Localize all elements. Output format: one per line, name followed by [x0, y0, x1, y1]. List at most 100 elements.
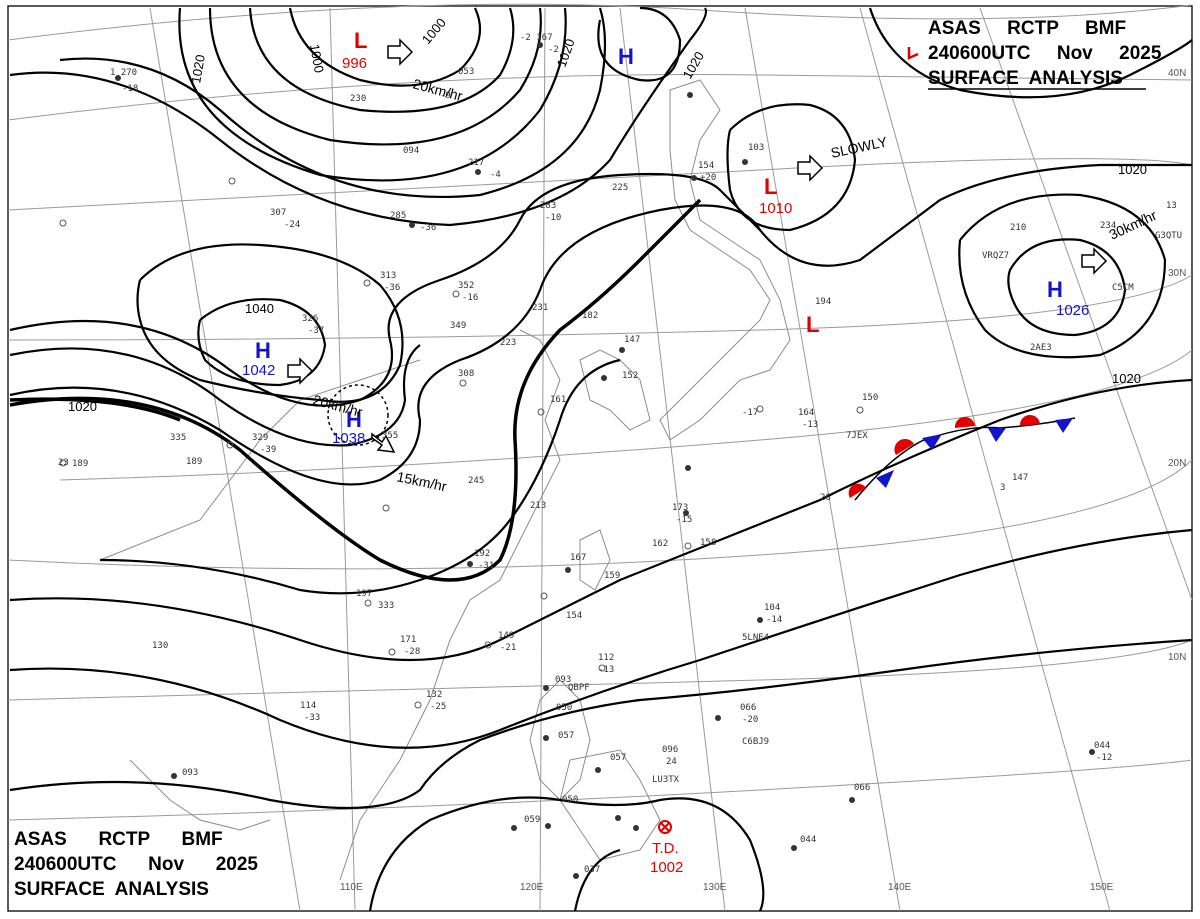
high-marker: H	[1047, 277, 1063, 302]
high-1038-circle	[327, 384, 389, 446]
svg-text:326: 326	[302, 314, 318, 324]
svg-text:217: 217	[468, 158, 484, 168]
lon-line-140	[744, 7, 901, 912]
warm-front-symbol	[1019, 414, 1040, 426]
lon-label: 140E	[888, 882, 912, 893]
svg-text:103: 103	[748, 143, 764, 153]
lat-line-25	[59, 349, 1193, 481]
isobar-1010-south	[9, 638, 1193, 810]
lon-line-130	[619, 7, 726, 912]
svg-text:-13: -13	[598, 665, 614, 675]
high-pressure: 1038	[332, 430, 365, 447]
svg-text:2AE3: 2AE3	[1030, 343, 1052, 353]
cold-front-symbol	[1055, 418, 1073, 433]
svg-text:189: 189	[186, 457, 202, 467]
svg-text:-28: -28	[404, 647, 420, 657]
lon-label: 130E	[703, 882, 727, 893]
station-markers	[115, 42, 1095, 879]
svg-text:173: 173	[672, 503, 688, 513]
svg-text:1 270: 1 270	[110, 68, 137, 78]
svg-text:192: 192	[474, 549, 490, 559]
lat-line-45	[7, 3, 1193, 41]
svg-text:245: 245	[468, 476, 484, 486]
isobar-1004	[208, 7, 542, 146]
river-1	[99, 359, 421, 561]
low-pressure: 1010	[759, 200, 792, 217]
cold-front-symbol	[922, 434, 942, 450]
svg-text:283: 283	[540, 201, 556, 211]
isobar-1016-ne	[868, 7, 1193, 99]
isobar-label: 1020	[1112, 371, 1141, 386]
svg-text:093: 093	[182, 768, 198, 778]
isobar-1016	[9, 7, 708, 227]
isobar-1020-east	[958, 193, 1167, 359]
svg-text:066: 066	[854, 783, 870, 793]
lat-line-20	[7, 459, 1193, 570]
svg-text:-14: -14	[766, 615, 782, 625]
svg-text:285: 285	[390, 211, 406, 221]
china-coast	[339, 329, 561, 881]
svg-text:050: 050	[556, 703, 572, 713]
isobars	[9, 6, 1193, 912]
isobar-1024	[9, 172, 761, 407]
svg-text:104: 104	[764, 603, 780, 613]
svg-text:213: 213	[530, 501, 546, 511]
stationary-front	[848, 414, 1076, 501]
motion-label: 30km/hr	[1107, 207, 1160, 243]
svg-text:154: 154	[566, 611, 582, 621]
svg-text:C6BJ9: C6BJ9	[742, 737, 769, 747]
svg-text:23: 23	[58, 458, 69, 468]
svg-text:-36: -36	[384, 283, 400, 293]
isobar-1012-south	[9, 528, 1193, 749]
coastlines	[99, 79, 791, 881]
svg-text:-33: -33	[304, 713, 320, 723]
isobar-label: 1020	[68, 399, 97, 414]
isobar-1020-west	[9, 397, 181, 422]
svg-text:-31: -31	[478, 561, 494, 571]
svg-text:352: 352	[458, 281, 474, 291]
low-pressure: 996	[342, 55, 367, 72]
svg-text:154: 154	[698, 161, 714, 171]
svg-text:130: 130	[152, 641, 168, 651]
taiwan-coast	[579, 529, 611, 591]
svg-text:349: 349	[450, 321, 466, 331]
low-marker: L	[806, 312, 819, 337]
station-rings	[59, 177, 864, 709]
warm-front-symbol	[894, 438, 914, 455]
lat-line-5	[7, 759, 1193, 821]
svg-text:-25: -25	[430, 702, 446, 712]
cold-front-symbol	[988, 428, 1006, 442]
svg-text:132: 132	[426, 690, 442, 700]
isobar-label: 1020	[1118, 162, 1147, 177]
arrow-low-1010	[797, 154, 824, 182]
motion-label: SLOWLY	[829, 133, 889, 161]
svg-text:225: 225	[612, 183, 628, 193]
arrow-high-1038	[371, 432, 396, 453]
svg-text:159: 159	[604, 571, 620, 581]
header-line: SURFACE ANALYSIS	[928, 68, 1123, 89]
header-line: SURFACE ANALYSIS	[14, 879, 209, 900]
svg-text:C5CM: C5CM	[1112, 283, 1134, 293]
isobar-1024-east	[1007, 238, 1127, 337]
svg-text:-15: -15	[676, 515, 692, 525]
svg-text:053: 053	[458, 67, 474, 77]
korea-coast	[579, 349, 651, 431]
svg-text:059: 059	[524, 815, 540, 825]
svg-text:26: 26	[820, 493, 831, 503]
isobar-1020-north	[597, 6, 682, 82]
lat-line-30	[7, 274, 1193, 341]
high-marker: H	[255, 338, 271, 363]
low-marker: L	[354, 28, 367, 53]
lon-label: 110E	[340, 882, 363, 893]
philippines-south	[559, 749, 661, 861]
map-frame	[7, 5, 1193, 912]
svg-text:162: 162	[652, 539, 668, 549]
graticule	[7, 3, 1193, 912]
isobar-label: 1020	[188, 53, 208, 84]
svg-text:329: 329	[252, 433, 268, 443]
svg-text:194: 194	[815, 297, 831, 307]
svg-text:161: 161	[550, 395, 566, 405]
lon-label: 150E	[1090, 882, 1114, 893]
header-bottom-left: ASAS RCTP BMF 240600UTC Nov 2025 SURFACE…	[14, 829, 258, 900]
